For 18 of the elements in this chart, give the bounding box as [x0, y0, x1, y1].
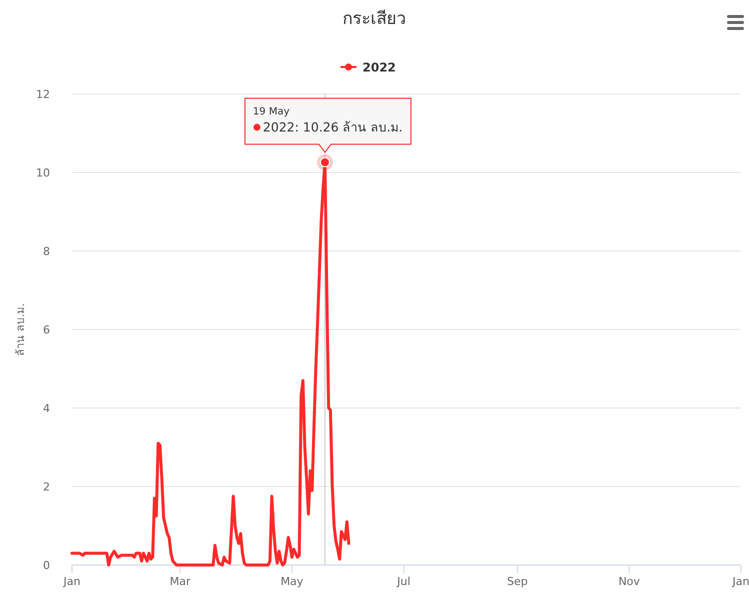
y-tick-label: 2: [43, 480, 50, 494]
annotation: 19 May 2022: 10.26 ล้าน ลบ.ม.: [252, 106, 403, 134]
x-tick-label: Mar: [170, 575, 191, 588]
y-tick-label: 0: [43, 559, 50, 572]
x-tick-label: Sep: [507, 575, 528, 588]
y-tick-label: 6: [43, 324, 50, 336]
x-tick-label: Jul: [396, 575, 410, 588]
y-tick-label: 8: [43, 245, 50, 258]
y-tick-label: 12: [36, 88, 50, 101]
x-tick-label: Jan: [62, 575, 80, 588]
x-tick-label: Jan: [732, 575, 749, 588]
y-tick-label: 10: [36, 166, 50, 180]
y-tick-label: 4: [43, 402, 50, 415]
y-axis-title: ล้าน ลบ.ม.: [14, 303, 27, 356]
x-tick-label: Nov: [618, 575, 640, 588]
chart-title: กระเสียว: [342, 9, 406, 29]
x-tick-label: May: [280, 575, 304, 588]
legend-label: 2022: [362, 60, 396, 74]
